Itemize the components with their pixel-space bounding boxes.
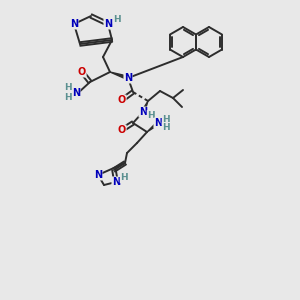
Text: H: H xyxy=(147,110,155,119)
Text: N: N xyxy=(72,88,80,98)
Text: H: H xyxy=(162,116,170,124)
Text: N: N xyxy=(70,19,78,29)
Text: N: N xyxy=(124,73,132,83)
Text: O: O xyxy=(78,67,86,77)
Text: H: H xyxy=(64,83,72,92)
Polygon shape xyxy=(110,72,129,80)
Text: O: O xyxy=(118,125,126,135)
Text: H: H xyxy=(64,92,72,101)
Polygon shape xyxy=(147,122,159,132)
Text: H: H xyxy=(162,122,170,131)
Text: O: O xyxy=(118,95,126,105)
Polygon shape xyxy=(142,101,148,112)
Text: H: H xyxy=(113,14,121,23)
Text: N: N xyxy=(94,170,102,180)
Text: N: N xyxy=(139,107,147,117)
Text: N: N xyxy=(154,118,162,128)
Text: N: N xyxy=(104,19,112,29)
Text: N: N xyxy=(112,177,120,187)
Text: H: H xyxy=(120,173,128,182)
